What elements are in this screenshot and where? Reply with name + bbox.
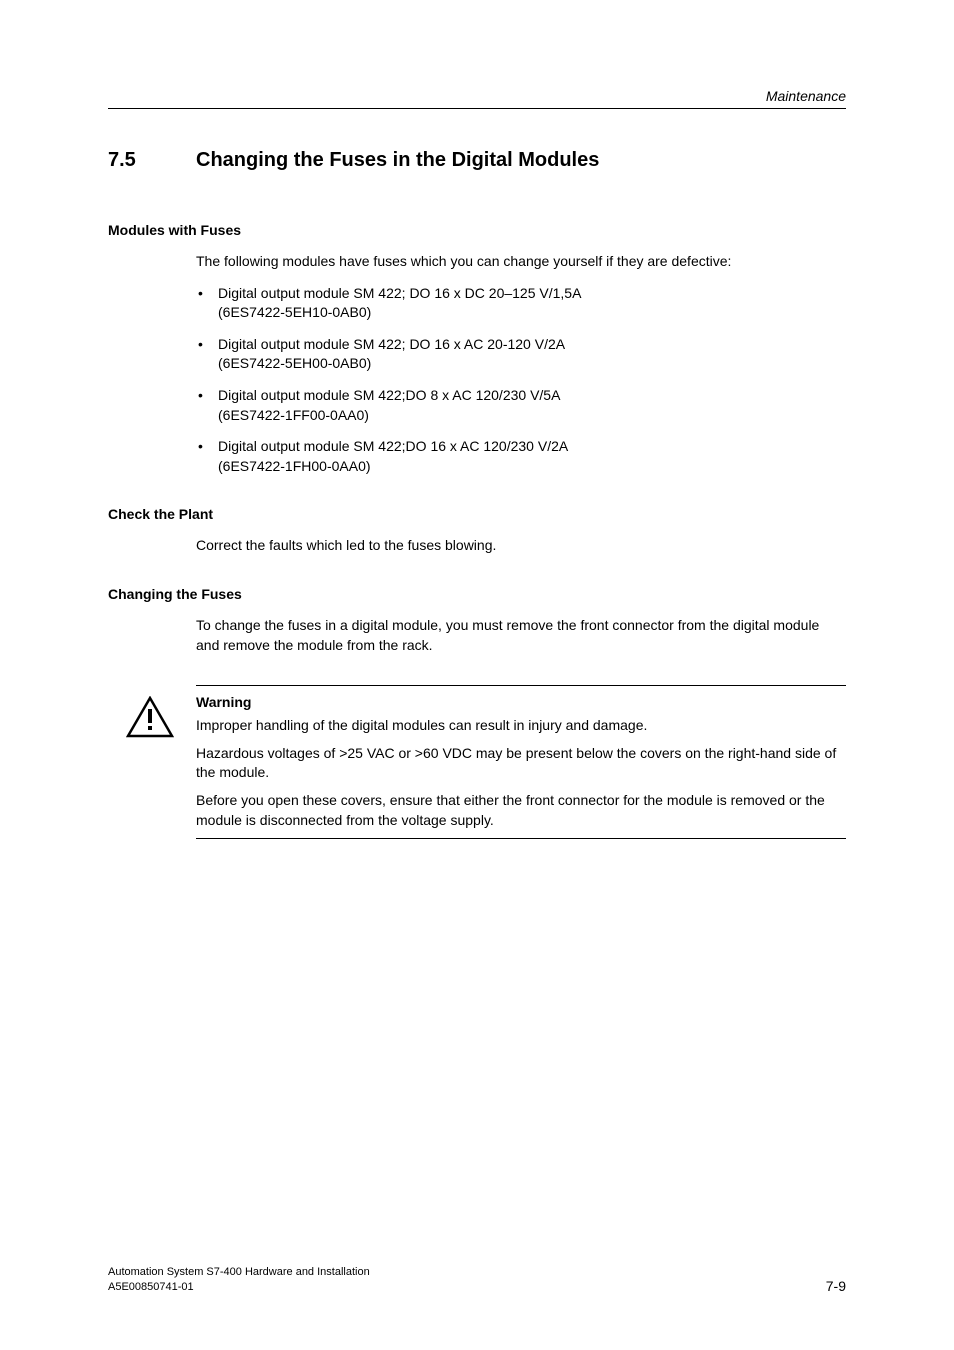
section-number: 7.5: [108, 149, 196, 172]
list-item-line2: (6ES7422-5EH10-0AB0): [218, 304, 371, 320]
modules-with-fuses-section: Modules with Fuses The following modules…: [108, 222, 846, 476]
check-the-plant-section: Check the Plant Correct the faults which…: [108, 506, 846, 556]
footer-doc-number: A5E00850741-01: [108, 1281, 194, 1293]
body-text: To change the fuses in a digital module,…: [196, 616, 846, 655]
changing-the-fuses-section: Changing the Fuses To change the fuses i…: [108, 586, 846, 655]
page-footer: Automation System S7-400 Hardware and In…: [108, 1265, 846, 1294]
list-item-line2: (6ES7422-5EH00-0AB0): [218, 355, 371, 371]
list-item-line1: Digital output module SM 422; DO 16 x DC…: [218, 285, 581, 301]
warning-block: Warning Improper handling of the digital…: [196, 685, 846, 839]
footer-doc-title: Automation System S7-400 Hardware and In…: [108, 1266, 370, 1278]
list-item-line1: Digital output module SM 422;DO 8 x AC 1…: [218, 387, 560, 403]
warning-triangle-icon: [126, 696, 174, 738]
footer-left: Automation System S7-400 Hardware and In…: [108, 1265, 370, 1294]
section-title-row: 7.5 Changing the Fuses in the Digital Mo…: [108, 149, 846, 172]
footer-page-number: 7-9: [826, 1278, 846, 1294]
subsection-heading: Check the Plant: [108, 506, 846, 522]
chapter-name: Maintenance: [766, 88, 846, 104]
intro-text: The following modules have fuses which y…: [196, 252, 846, 272]
list-item: Digital output module SM 422; DO 16 x AC…: [196, 335, 846, 374]
list-item-line2: (6ES7422-1FH00-0AA0): [218, 458, 371, 474]
warning-label: Warning: [196, 694, 846, 710]
list-item: Digital output module SM 422;DO 8 x AC 1…: [196, 386, 846, 425]
subsection-heading: Modules with Fuses: [108, 222, 846, 238]
page-container: Maintenance 7.5 Changing the Fuses in th…: [0, 0, 954, 899]
section-title: Changing the Fuses in the Digital Module…: [196, 149, 599, 172]
warning-icon: [126, 696, 174, 743]
page-header: Maintenance: [108, 88, 846, 109]
list-item-line1: Digital output module SM 422; DO 16 x AC…: [218, 336, 565, 352]
body-text: Correct the faults which led to the fuse…: [196, 536, 846, 556]
list-item-line1: Digital output module SM 422;DO 16 x AC …: [218, 438, 568, 454]
module-list: Digital output module SM 422; DO 16 x DC…: [196, 284, 846, 477]
list-item: Digital output module SM 422; DO 16 x DC…: [196, 284, 846, 323]
warning-text: Improper handling of the digital modules…: [196, 716, 846, 736]
subsection-heading: Changing the Fuses: [108, 586, 846, 602]
list-item-line2: (6ES7422-1FF00-0AA0): [218, 407, 369, 423]
warning-text: Before you open these covers, ensure tha…: [196, 791, 846, 830]
list-item: Digital output module SM 422;DO 16 x AC …: [196, 437, 846, 476]
warning-text: Hazardous voltages of >25 VAC or >60 VDC…: [196, 744, 846, 783]
